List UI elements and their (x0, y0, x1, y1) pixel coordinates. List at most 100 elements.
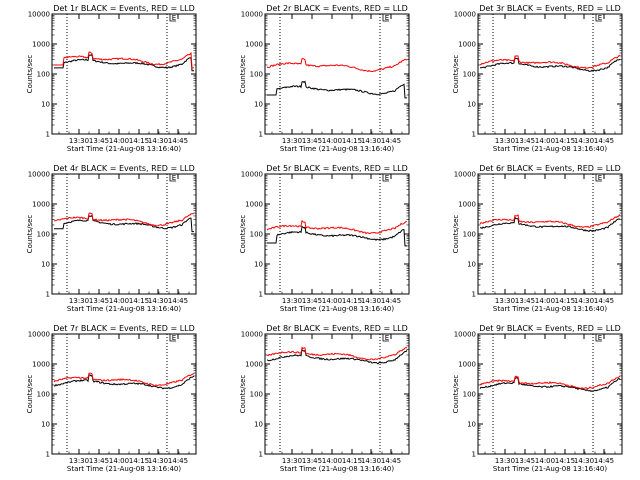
y-tick-label: 100 (37, 71, 50, 79)
x-axis-label: Start Time (21-Aug-08 13:16:40) (67, 305, 181, 313)
y-tick-label: 1 (472, 291, 476, 299)
panel-title: Det 1r BLACK = Events, RED = LLD (53, 4, 195, 13)
x-tick-label: 13:30 (69, 137, 89, 145)
events-series-line (267, 80, 407, 99)
lld-series-line (266, 219, 408, 235)
y-tick-label: 100 (463, 231, 476, 239)
panel-frame (477, 173, 623, 295)
y-axis-label: Counts/sec (26, 375, 34, 414)
x-tick-label: 13:45 (302, 457, 322, 465)
y-tick-label: 100 (250, 231, 263, 239)
x-tick-label: 14:45 (381, 297, 401, 305)
y-tick-label: 10000 (28, 331, 50, 339)
y-tick-label: 100 (37, 231, 50, 239)
events-series-line (479, 377, 621, 393)
x-tick-label: 14:15 (129, 457, 149, 465)
x-axis-label: Start Time (21-Aug-08 13:16:40) (493, 305, 607, 313)
y-tick-label: 10000 (454, 331, 476, 339)
panel-title: Det 3r BLACK = Events, RED = LLD (479, 4, 621, 13)
lld-series-line (53, 372, 195, 387)
x-tick-label: 14:45 (168, 137, 188, 145)
y-tick-label: 1000 (458, 41, 476, 49)
panel-frame (477, 333, 623, 455)
e-marker (382, 14, 389, 22)
y-tick-label: 1000 (32, 201, 50, 209)
y-axis-label: Counts/sec (26, 215, 34, 254)
lld-series-line (54, 51, 194, 69)
x-tick-label: 14:00 (535, 457, 555, 465)
y-axis-label: Counts/sec (239, 55, 247, 94)
panel-det-1 (51, 13, 197, 135)
x-tick-label: 14:30 (574, 457, 594, 465)
x-tick-label: 14:30 (361, 297, 381, 305)
x-tick-label: 14:45 (594, 137, 614, 145)
x-tick-label: 13:30 (282, 137, 302, 145)
x-tick-label: 14:45 (381, 457, 401, 465)
x-tick-label: 14:30 (148, 297, 168, 305)
e-marker (382, 334, 389, 342)
panel-title: Det 5r BLACK = Events, RED = LLD (266, 164, 408, 173)
y-tick-label: 100 (250, 71, 263, 79)
e-marker-label: E (172, 334, 176, 342)
panel-title: Det 6r BLACK = Events, RED = LLD (479, 164, 621, 173)
x-tick-label: 14:30 (361, 457, 381, 465)
e-marker (169, 174, 176, 182)
e-marker-label: E (385, 14, 389, 22)
panel-title: Det 8r BLACK = Events, RED = LLD (266, 324, 408, 333)
x-tick-label: 14:45 (381, 137, 401, 145)
e-marker-label: E (385, 334, 389, 342)
x-tick-label: 14:45 (594, 297, 614, 305)
panel-det-4 (51, 173, 197, 295)
x-tick-label: 13:45 (89, 457, 109, 465)
x-tick-label: 13:45 (302, 297, 322, 305)
y-tick-label: 1 (259, 291, 263, 299)
y-tick-label: 10000 (28, 171, 50, 179)
y-tick-label: 1000 (458, 201, 476, 209)
lld-series-line (479, 375, 621, 390)
y-axis-label: Counts/sec (239, 215, 247, 254)
y-tick-label: 10 (254, 261, 263, 269)
events-series-line (54, 214, 194, 233)
x-tick-label: 13:30 (69, 457, 89, 465)
y-tick-label: 10 (254, 101, 263, 109)
panel-frame (477, 13, 623, 135)
x-tick-label: 14:15 (555, 137, 575, 145)
x-tick-label: 14:30 (574, 297, 594, 305)
x-tick-label: 13:30 (69, 297, 89, 305)
e-marker (595, 14, 602, 22)
panel-det-8 (264, 333, 410, 455)
x-tick-label: 14:45 (168, 457, 188, 465)
e-marker-label: E (172, 174, 176, 182)
e-marker (595, 174, 602, 182)
x-tick-label: 13:45 (89, 297, 109, 305)
y-tick-label: 1000 (245, 41, 263, 49)
x-tick-label: 13:30 (282, 457, 302, 465)
y-tick-label: 10 (467, 101, 476, 109)
y-tick-label: 10 (41, 261, 50, 269)
e-marker-label: E (598, 334, 602, 342)
events-series-line (266, 348, 408, 365)
x-tick-label: 14:00 (535, 137, 555, 145)
y-tick-label: 10 (41, 421, 50, 429)
x-tick-label: 14:15 (342, 297, 362, 305)
lld-series-line (266, 346, 408, 361)
x-tick-label: 13:45 (515, 137, 535, 145)
x-tick-label: 14:30 (574, 137, 594, 145)
x-tick-label: 13:30 (495, 457, 515, 465)
x-tick-label: 14:00 (109, 297, 129, 305)
y-tick-label: 1000 (32, 361, 50, 369)
events-series-line (54, 53, 194, 72)
y-tick-label: 1 (472, 131, 476, 139)
y-axis-label: Counts/sec (452, 375, 460, 414)
x-tick-label: 13:30 (495, 137, 515, 145)
x-axis-label: Start Time (21-Aug-08 13:16:40) (493, 145, 607, 153)
x-axis-label: Start Time (21-Aug-08 13:16:40) (280, 465, 394, 473)
y-tick-label: 10000 (454, 171, 476, 179)
x-axis-label: Start Time (21-Aug-08 13:16:40) (280, 305, 394, 313)
y-tick-label: 10000 (241, 171, 263, 179)
y-tick-label: 10 (41, 101, 50, 109)
x-tick-label: 14:15 (129, 137, 149, 145)
lld-series-line (479, 55, 620, 70)
e-marker (169, 334, 176, 342)
